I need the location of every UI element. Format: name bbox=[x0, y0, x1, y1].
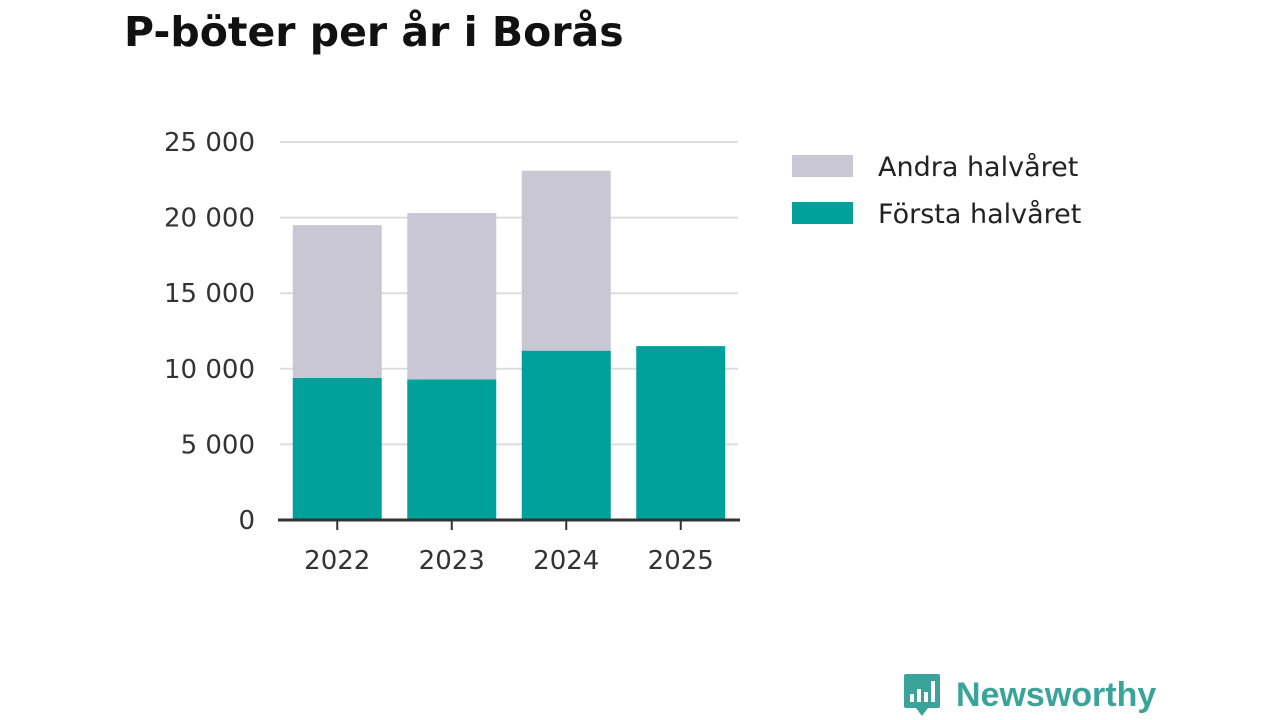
y-tick-label: 5 000 bbox=[181, 430, 255, 460]
legend-label: Andra halvåret bbox=[878, 152, 1078, 183]
legend-swatch bbox=[792, 202, 853, 224]
bar-segment bbox=[407, 379, 497, 520]
x-tick-label: 2024 bbox=[533, 546, 599, 576]
y-tick-label: 15 000 bbox=[164, 279, 255, 309]
x-tick-label: 2022 bbox=[304, 546, 370, 576]
legend: Andra halvåret Första halvåret bbox=[792, 152, 1081, 230]
newsworthy-chart-icon bbox=[904, 674, 940, 716]
bar-segment bbox=[521, 350, 611, 520]
y-tick-label: 0 bbox=[238, 506, 255, 536]
legend-swatch bbox=[792, 155, 853, 177]
x-tick-label: 2025 bbox=[648, 546, 714, 576]
brand-name: Newsworthy bbox=[956, 675, 1157, 714]
bar-segment bbox=[407, 213, 497, 380]
bars bbox=[292, 170, 726, 520]
x-tick-label: 2023 bbox=[419, 546, 485, 576]
bar-segment bbox=[636, 346, 726, 520]
y-tick-label: 20 000 bbox=[164, 204, 255, 234]
newsworthy-logo: Newsworthy bbox=[902, 670, 1156, 720]
bar-segment bbox=[292, 225, 382, 378]
bar-segment bbox=[521, 170, 611, 351]
y-tick-label: 25 000 bbox=[164, 128, 255, 158]
bar-segment bbox=[292, 377, 382, 520]
chart-title: P-böter per år i Borås bbox=[124, 8, 624, 56]
legend-label: Första halvåret bbox=[878, 199, 1081, 230]
y-tick-label: 10 000 bbox=[164, 355, 255, 385]
axes: 0 5 000 10 000 15 000 20 000 25 000 2022 2023 20… bbox=[164, 128, 740, 576]
